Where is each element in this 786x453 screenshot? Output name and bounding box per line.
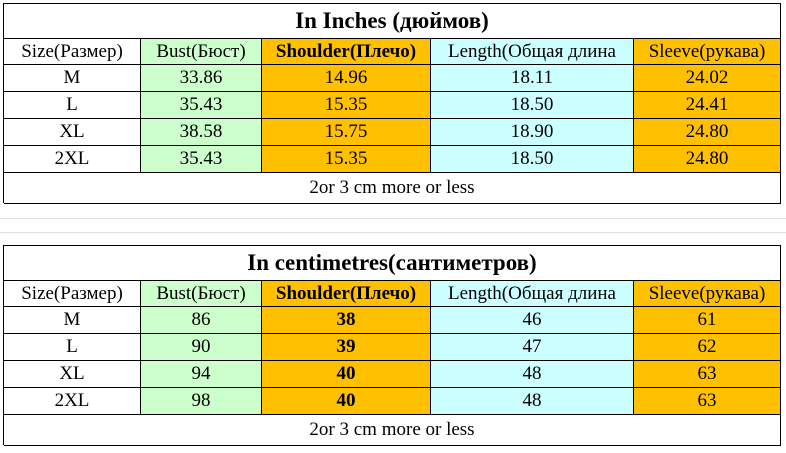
table-cell: M (4, 307, 141, 334)
column-header: Bust(Бюст) (141, 39, 262, 65)
column-header: Bust(Бюст) (141, 281, 262, 307)
table-cell: 86 (141, 307, 262, 334)
table-cell: 18.11 (431, 65, 634, 92)
table-cell: 24.80 (634, 146, 781, 173)
table-cell: 18.50 (431, 146, 634, 173)
column-header: Size(Размер) (4, 39, 141, 65)
table-cell: 61 (634, 307, 781, 334)
table-cell: 24.41 (634, 92, 781, 119)
table-cell: 38.58 (141, 119, 262, 146)
size-table: In centimetres(сантиметров) Size(Размер) B… (3, 245, 781, 446)
table-cell: 24.80 (634, 119, 781, 146)
column-header: Length(Общая длина (431, 39, 634, 65)
sheet-gridline (0, 232, 786, 233)
table-cell: 94 (141, 361, 262, 388)
table-cell: M (4, 65, 141, 92)
table-cell: 48 (431, 361, 634, 388)
table-cell: L (4, 334, 141, 361)
column-header: Sleeve(рукава) (634, 39, 781, 65)
column-header: Sleeve(рукава) (634, 281, 781, 307)
table-cell: 46 (431, 307, 634, 334)
table-cell: 2XL (4, 388, 141, 415)
table-cell: 14.96 (262, 65, 431, 92)
table-cell: 38 (262, 307, 431, 334)
table-cell: L (4, 92, 141, 119)
table-cell: 39 (262, 334, 431, 361)
table-cell: 90 (141, 334, 262, 361)
size-table: In Inches (дюймов) Size(Размер) Bust(Бюст)… (3, 3, 781, 204)
table-cell: 40 (262, 388, 431, 415)
table-cell: 24.02 (634, 65, 781, 92)
column-header: Shoulder(Плечо) (262, 281, 431, 307)
table-cell: 2XL (4, 146, 141, 173)
column-header: Shoulder(Плечо) (262, 39, 431, 65)
table-cell: 40 (262, 361, 431, 388)
table-cell: 15.35 (262, 92, 431, 119)
table-cell: 63 (634, 361, 781, 388)
table-cell: 63 (634, 388, 781, 415)
table-cell: 35.43 (141, 92, 262, 119)
table-cell: 62 (634, 334, 781, 361)
sheet-gridline (0, 218, 786, 219)
table-cell: 15.75 (262, 119, 431, 146)
table-cell: XL (4, 361, 141, 388)
table-cell: 18.90 (431, 119, 634, 146)
table-cell: 15.35 (262, 146, 431, 173)
table-title: In Inches (дюймов) (4, 4, 781, 39)
table-cell: 47 (431, 334, 634, 361)
table-title: In centimetres(сантиметров) (4, 246, 781, 281)
table-cell: 33.86 (141, 65, 262, 92)
table-cell: 18.50 (431, 92, 634, 119)
table-note: 2or 3 cm more or less (4, 173, 781, 204)
column-header: Size(Размер) (4, 281, 141, 307)
table-cell: 48 (431, 388, 634, 415)
table-note: 2or 3 cm more or less (4, 415, 781, 446)
table-cell: 98 (141, 388, 262, 415)
column-header: Length(Общая длина (431, 281, 634, 307)
table-cell: 35.43 (141, 146, 262, 173)
table-cell: XL (4, 119, 141, 146)
